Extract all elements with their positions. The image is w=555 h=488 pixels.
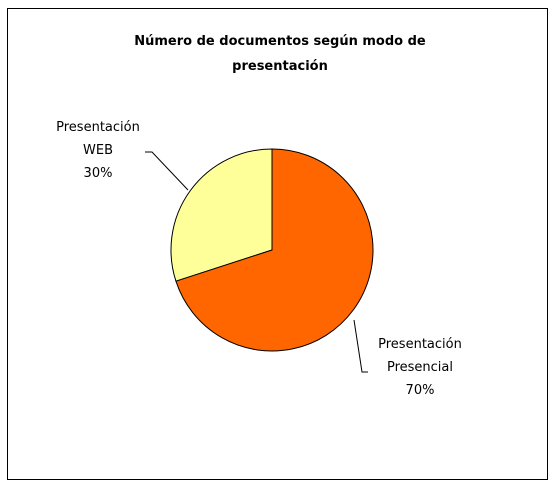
chart-title: Número de documentos según modo de presen… (134, 34, 426, 74)
leader-line (353, 319, 368, 373)
pie-slice (175, 148, 374, 352)
slice-value-label: 70% (406, 383, 435, 398)
slice-value-label: 30% (84, 166, 113, 181)
slice-label: Presentación WEB (56, 120, 140, 158)
leader-line (145, 151, 189, 191)
slice-label: Presentación Presencial (378, 337, 462, 375)
pie-slice (170, 148, 273, 282)
